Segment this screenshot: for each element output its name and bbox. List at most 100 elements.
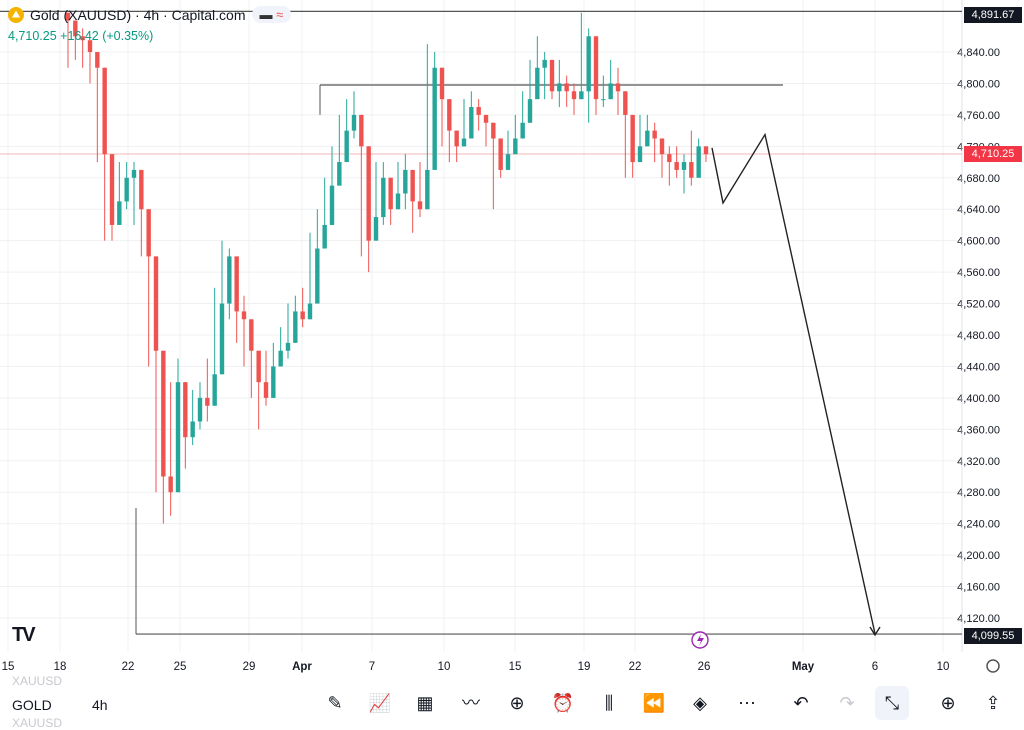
change-value: +16.42 (+0.35%) bbox=[60, 29, 154, 43]
candle-body bbox=[337, 162, 342, 186]
candle-body bbox=[131, 169, 137, 178]
candle-body bbox=[696, 146, 701, 178]
candle-body bbox=[102, 67, 107, 155]
candle-body bbox=[263, 382, 269, 398]
candle-body bbox=[205, 397, 210, 406]
replay-icon[interactable]: ⏪ bbox=[642, 693, 666, 713]
capital-logo-icon bbox=[8, 6, 24, 23]
undo-icon[interactable]: ↶ bbox=[793, 693, 809, 713]
candle-body bbox=[73, 20, 78, 37]
candle-body bbox=[571, 91, 577, 100]
candle-body bbox=[351, 114, 357, 131]
candle-body bbox=[432, 67, 437, 170]
x-tick-label: 15 bbox=[509, 661, 522, 673]
candle-body bbox=[439, 67, 445, 100]
compare-icon[interactable]: 〰 bbox=[462, 693, 480, 713]
y-tick-label: 4,440.00 bbox=[957, 361, 1000, 373]
level-tag-high: 4,891.67 bbox=[964, 7, 1022, 23]
candle-body bbox=[124, 177, 129, 202]
current-price-tag: 4,710.25 bbox=[964, 145, 1022, 162]
price-change: 4,710.25 +16.42 (+0.35%) bbox=[8, 29, 153, 43]
candle-body bbox=[197, 397, 203, 422]
add-indicator-icon[interactable]: ⊕ bbox=[940, 693, 956, 713]
candle-body bbox=[579, 91, 584, 100]
level-tag-low: 4,099.55 bbox=[964, 628, 1022, 644]
y-tick-label: 4,840.00 bbox=[957, 47, 1000, 59]
candle-body bbox=[285, 342, 291, 351]
y-tick-label: 4,760.00 bbox=[957, 110, 1000, 122]
candle-body bbox=[344, 130, 349, 163]
candle-body bbox=[615, 83, 621, 92]
candle-body bbox=[527, 99, 533, 123]
symbol-title[interactable]: Gold (XAUUSD) · 4h · Capital.com bbox=[30, 6, 246, 23]
timeframe-button[interactable]: 4h bbox=[92, 697, 108, 713]
layouts-icon[interactable]: ▦ bbox=[416, 693, 434, 713]
candle-body bbox=[234, 256, 239, 312]
candle-body bbox=[498, 138, 503, 170]
share-icon[interactable]: ⇪ bbox=[985, 693, 1001, 713]
candle-body bbox=[674, 162, 679, 170]
candle-body bbox=[388, 177, 393, 210]
add-icon[interactable]: ⊕ bbox=[509, 693, 525, 713]
x-tick-label: 26 bbox=[698, 661, 711, 673]
x-tick-label: 25 bbox=[174, 661, 187, 673]
more-icon[interactable]: ⋯ bbox=[738, 693, 756, 713]
candle-body bbox=[454, 130, 459, 147]
y-tick-label: 4,280.00 bbox=[957, 487, 1000, 499]
visibility-toggle[interactable]: ▬ ≈ bbox=[251, 6, 292, 23]
x-tick-label: 19 bbox=[578, 661, 591, 673]
candle-body bbox=[161, 350, 166, 477]
indicators-icon[interactable]: 📈 bbox=[368, 693, 392, 713]
y-tick-label: 4,400.00 bbox=[957, 393, 1000, 405]
y-tick-label: 4,200.00 bbox=[957, 550, 1000, 562]
candle-body bbox=[271, 366, 276, 398]
x-tick-label: 15 bbox=[2, 661, 15, 673]
y-tick-label: 4,120.00 bbox=[957, 613, 1000, 625]
candle-body bbox=[381, 177, 386, 218]
candle-body bbox=[219, 303, 225, 375]
y-tick-label: 4,480.00 bbox=[957, 330, 1000, 342]
candle-body bbox=[65, 12, 71, 21]
alert-icon[interactable]: ⏰ bbox=[551, 693, 575, 713]
candle-body bbox=[557, 83, 562, 92]
collapse-icon[interactable]: ⤡ bbox=[875, 686, 909, 720]
candle-body bbox=[117, 201, 122, 225]
x-tick-label: 22 bbox=[629, 661, 642, 673]
symbol-button[interactable]: GOLD bbox=[12, 697, 52, 713]
y-tick-label: 4,680.00 bbox=[957, 173, 1000, 185]
candle-body bbox=[410, 169, 415, 202]
redo-icon[interactable]: ↷ bbox=[839, 693, 855, 713]
candle-body bbox=[175, 382, 181, 493]
pencil-icon[interactable]: ✎ bbox=[327, 693, 343, 713]
x-tick-label: Apr bbox=[292, 661, 312, 673]
candle-body bbox=[80, 36, 85, 41]
candle-body bbox=[601, 99, 606, 101]
candle-body bbox=[95, 52, 100, 68]
y-tick-label: 4,320.00 bbox=[957, 456, 1000, 468]
candle-body bbox=[645, 130, 650, 147]
candle-body bbox=[505, 154, 511, 170]
candle-body bbox=[329, 185, 335, 225]
candle-body bbox=[623, 91, 628, 115]
candle-body bbox=[608, 83, 613, 100]
x-tick-label: 22 bbox=[122, 661, 135, 673]
candle-body bbox=[366, 146, 371, 241]
layers-icon[interactable]: ◈ bbox=[693, 693, 707, 713]
candle-body bbox=[593, 36, 599, 100]
candle-body bbox=[109, 154, 115, 225]
candle-body bbox=[300, 311, 305, 320]
projection-path bbox=[711, 132, 876, 634]
x-tick-label: May bbox=[792, 661, 815, 673]
candle-body bbox=[227, 256, 232, 304]
x-tick-label: 10 bbox=[438, 661, 451, 673]
candle-body bbox=[425, 169, 430, 210]
candles-icon[interactable]: ⫼ bbox=[604, 693, 614, 713]
candle-body bbox=[190, 421, 195, 438]
candle-body bbox=[703, 146, 709, 155]
settings-icon[interactable] bbox=[986, 659, 1000, 673]
candle-body bbox=[153, 256, 159, 351]
bottom-toolbar: XAUUSD GOLD XAUUSD 4h ✎ 📈 ▦ 〰 ⊕ ⏰ ⫼ ⏪ ◈ … bbox=[0, 674, 1024, 730]
candle-body bbox=[373, 217, 379, 241]
candle-body bbox=[630, 114, 635, 163]
